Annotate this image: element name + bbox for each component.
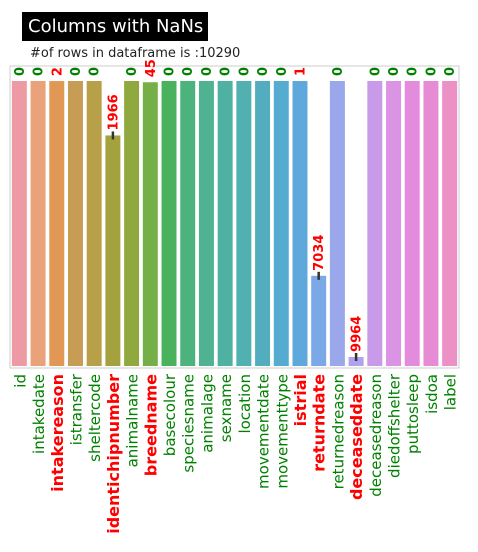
bar-istrial xyxy=(292,81,308,366)
data-label-isdoa: 0 xyxy=(424,67,439,76)
data-label-intakedate: 0 xyxy=(32,67,47,76)
x-tick-label-deceaseddate: deceaseddate xyxy=(347,374,366,500)
x-tick-label-movementdate: movementdate xyxy=(255,374,273,489)
bar-intakedate xyxy=(30,81,46,366)
data-label-deceaseddate: 9964 xyxy=(350,316,365,352)
data-label-sexname: 0 xyxy=(219,67,234,76)
bar-location xyxy=(236,81,252,366)
bar-movementtype xyxy=(273,81,289,366)
data-label-deceasedreason: 0 xyxy=(368,67,383,76)
bar-istransfer xyxy=(68,81,83,366)
x-tick-label-breedname: breedname xyxy=(141,374,160,476)
data-label-istrial: 1 xyxy=(293,67,308,76)
x-tick-label-identichipnumber: identichipnumber xyxy=(104,374,123,534)
chart-subtitle: #of rows in dataframe is :10290 xyxy=(30,46,241,61)
x-tick-label-id: id xyxy=(11,374,29,388)
x-tick-label-returnedreason: returnedreason xyxy=(329,374,347,489)
x-tick-label-intakedate: intakedate xyxy=(30,374,48,454)
data-label-movementtype: 0 xyxy=(275,67,290,76)
data-label-animalname: 0 xyxy=(125,67,140,76)
bar-isdoa xyxy=(423,81,439,366)
data-label-label: 0 xyxy=(443,67,458,76)
bar-returndate xyxy=(311,275,327,366)
bars-group xyxy=(11,81,458,366)
bar-label xyxy=(442,81,458,366)
x-tick-label-isdoa: isdoa xyxy=(423,374,441,414)
bar-breedname xyxy=(142,82,158,366)
data-label-location: 0 xyxy=(237,67,252,76)
data-label-animalage: 0 xyxy=(200,67,215,76)
x-tick-label-location: location xyxy=(236,374,254,434)
data-label-diedoffshelter: 0 xyxy=(387,67,402,76)
bar-returnedreason xyxy=(329,81,345,366)
x-tick-label-basecolour: basecolour xyxy=(161,373,179,456)
data-label-identichipnumber: 1966 xyxy=(106,94,121,130)
x-tick-label-returndate: returndate xyxy=(310,374,329,472)
bar-deceasedreason xyxy=(367,81,383,366)
bar-basecolour xyxy=(161,81,177,366)
chart-title: Columns with NaNs xyxy=(22,12,208,41)
x-tick-label-animalage: animalage xyxy=(198,374,216,453)
x-tick-label-diedoffshelter: diedoffshelter xyxy=(386,373,404,478)
data-label-basecolour: 0 xyxy=(163,67,178,76)
bar-animalage xyxy=(198,81,214,366)
x-tick-label-movementtype: movementtype xyxy=(273,374,291,489)
x-tick-labels-group: id intakedate intakereason istransfer shelte… xyxy=(11,373,459,534)
data-label-puttosleep: 0 xyxy=(406,67,421,76)
data-label-id: 0 xyxy=(13,67,28,76)
bar-id xyxy=(11,81,27,366)
data-label-istransfer: 0 xyxy=(69,67,84,76)
data-label-sheltercode: 0 xyxy=(88,67,103,76)
error-bars-group xyxy=(111,131,358,361)
bar-intakereason xyxy=(49,81,65,366)
x-tick-label-istransfer: istransfer xyxy=(67,373,85,445)
x-tick-label-intakereason: intakereason xyxy=(48,374,67,492)
plot-frame xyxy=(9,65,460,369)
x-tick-label-animalname: animalname xyxy=(124,374,142,467)
x-tick-label-puttosleep: puttosleep xyxy=(404,374,422,454)
x-tick-label-deceasedreason: deceasedreason xyxy=(367,374,385,497)
bar-animalname xyxy=(124,81,140,366)
x-tick-label-speciesname: speciesname xyxy=(180,374,198,473)
x-tick-label-istrial: istrial xyxy=(291,374,310,426)
data-label-returndate: 7034 xyxy=(312,235,327,271)
bar-puttosleep xyxy=(404,81,420,366)
bar-speciesname xyxy=(180,81,196,366)
data-label-speciesname: 0 xyxy=(181,67,196,76)
x-tick-label-label: label xyxy=(442,374,460,410)
x-tick-label-sheltercode: sheltercode xyxy=(86,374,104,462)
x-tick-label-sexname: sexname xyxy=(217,374,235,442)
data-label-movementdate: 0 xyxy=(256,67,271,76)
bar-deceaseddate xyxy=(348,356,364,366)
bar-sexname xyxy=(217,81,233,366)
data-label-breedname: 45 xyxy=(144,59,159,77)
bar-identichipnumber xyxy=(105,135,121,366)
bar-sheltercode xyxy=(86,81,102,366)
bar-movementdate xyxy=(255,81,271,366)
data-label-intakereason: 2 xyxy=(50,67,65,76)
data-label-returnedreason: 0 xyxy=(331,67,346,76)
bar-diedoffshelter xyxy=(386,81,402,366)
